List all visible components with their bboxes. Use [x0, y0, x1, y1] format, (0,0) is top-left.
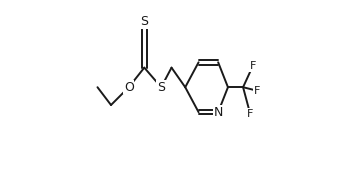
Text: F: F [250, 61, 256, 71]
Text: N: N [213, 106, 223, 119]
Text: S: S [140, 15, 148, 28]
Text: S: S [157, 81, 165, 94]
Text: O: O [124, 81, 134, 94]
Text: F: F [247, 109, 253, 119]
Text: F: F [254, 86, 261, 96]
